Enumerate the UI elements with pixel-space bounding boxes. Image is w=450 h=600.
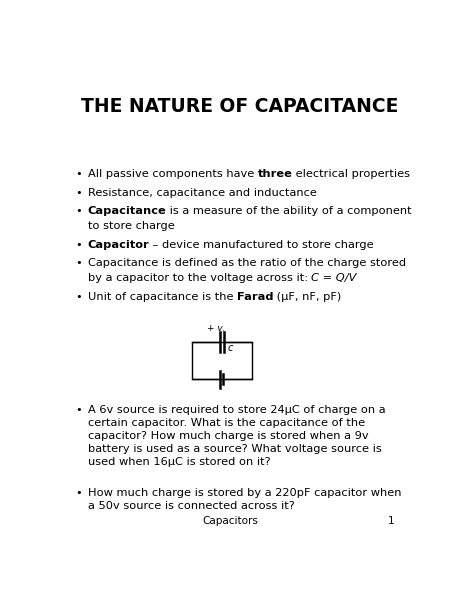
Text: •: • xyxy=(76,292,82,302)
Text: Capacitors: Capacitors xyxy=(202,515,259,526)
Text: •: • xyxy=(76,169,82,179)
Text: •: • xyxy=(76,239,82,250)
Text: (μF, nF, pF): (μF, nF, pF) xyxy=(273,292,342,302)
Text: C = Q/V: C = Q/V xyxy=(311,273,357,283)
Text: Capacitance is defined as the ratio of the charge stored: Capacitance is defined as the ratio of t… xyxy=(88,258,406,268)
Text: Unit of capacitance is the: Unit of capacitance is the xyxy=(88,292,237,302)
Text: is a measure of the ability of a component: is a measure of the ability of a compone… xyxy=(166,206,412,216)
Text: to store charge: to store charge xyxy=(88,221,175,231)
Text: – device manufactured to store charge: – device manufactured to store charge xyxy=(149,239,374,250)
Text: •: • xyxy=(76,488,82,498)
Text: Farad: Farad xyxy=(237,292,273,302)
Text: three: three xyxy=(257,169,292,179)
Text: electrical properties: electrical properties xyxy=(292,169,410,179)
Text: 1: 1 xyxy=(388,515,395,526)
Text: Resistance, capacitance and inductance: Resistance, capacitance and inductance xyxy=(88,187,316,197)
Text: •: • xyxy=(76,258,82,268)
Text: All passive components have: All passive components have xyxy=(88,169,257,179)
Text: •: • xyxy=(76,404,82,415)
Text: THE NATURE OF CAPACITANCE: THE NATURE OF CAPACITANCE xyxy=(81,97,398,116)
Text: Capacitance: Capacitance xyxy=(88,206,166,216)
Text: Capacitor: Capacitor xyxy=(88,239,149,250)
Text: A 6v source is required to store 24μC of charge on a
certain capacitor. What is : A 6v source is required to store 24μC of… xyxy=(88,404,385,467)
Text: by a capacitor to the voltage across it:: by a capacitor to the voltage across it: xyxy=(88,273,311,283)
Text: •: • xyxy=(76,187,82,197)
Text: How much charge is stored by a 220pF capacitor when
a 50v source is connected ac: How much charge is stored by a 220pF cap… xyxy=(88,488,401,511)
Text: c: c xyxy=(227,343,233,353)
Text: •: • xyxy=(76,206,82,216)
Bar xyxy=(192,342,252,379)
Text: + v.: + v. xyxy=(207,324,225,333)
